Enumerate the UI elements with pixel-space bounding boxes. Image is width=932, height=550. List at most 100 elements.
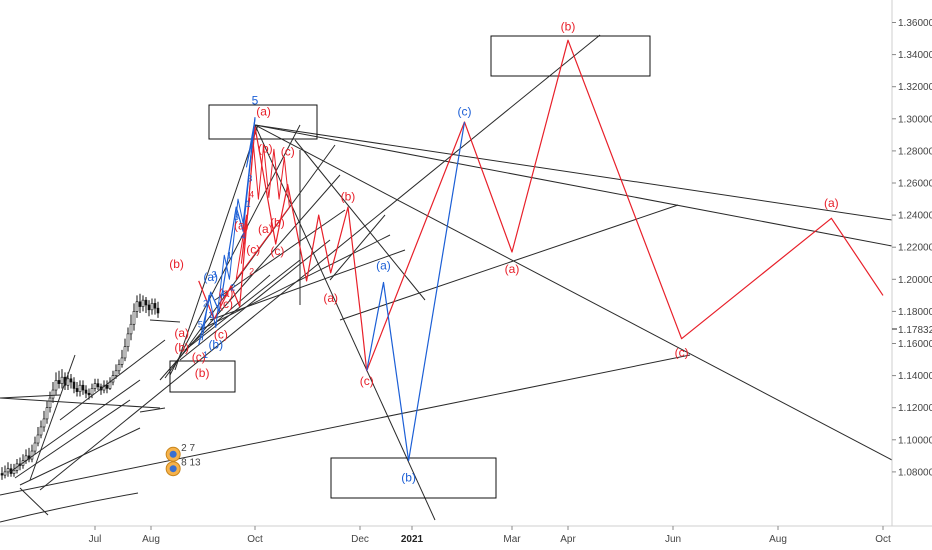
- candle: [132, 311, 136, 325]
- y-tick-label: 1.20000: [898, 275, 932, 286]
- wave-label-small: 3: [234, 212, 239, 222]
- wave-label-small: 4: [241, 231, 246, 241]
- trendline[interactable]: [0, 354, 691, 496]
- y-tick-label: 1.12000: [898, 403, 932, 414]
- wave-label-small: 1: [208, 310, 213, 320]
- wave-label: (a): [203, 270, 218, 284]
- wave-label: (a): [234, 219, 249, 233]
- trendline[interactable]: [339, 204, 679, 321]
- candle: [0, 473, 4, 476]
- x-tick-label: Aug: [769, 534, 787, 545]
- wave-label-small: 2: [203, 299, 208, 309]
- trendlines: [0, 34, 893, 523]
- wave-line[interactable]: [198, 117, 256, 346]
- trendline[interactable]: [179, 239, 331, 361]
- trendline[interactable]: [19, 487, 49, 516]
- y-tick-label: 1.28000: [898, 146, 932, 157]
- trendline[interactable]: [199, 234, 391, 331]
- wave-label-small: 4: [220, 289, 225, 299]
- wave-label: (a): [258, 222, 273, 236]
- curve-line[interactable]: [0, 492, 139, 523]
- trendline[interactable]: [149, 319, 181, 323]
- wave-label-small: 1: [246, 199, 251, 209]
- trendline[interactable]: [0, 394, 61, 399]
- wave-line[interactable]: [235, 142, 290, 280]
- candle: [141, 299, 145, 307]
- trendline[interactable]: [209, 249, 406, 321]
- x-tick-label: Jul: [89, 534, 102, 545]
- trendline[interactable]: [254, 124, 893, 247]
- y-tick-label: 1.18000: [898, 307, 932, 318]
- wave-line[interactable]: [198, 39, 884, 372]
- trendline[interactable]: [29, 354, 76, 481]
- trendline[interactable]: [254, 124, 893, 461]
- trendline[interactable]: [169, 124, 301, 376]
- trendline[interactable]: [329, 214, 386, 281]
- candlestick-series: [0, 293, 160, 480]
- y-tick-label: 1.16000: [898, 339, 932, 350]
- y-tick-label: 1.14000: [898, 371, 932, 382]
- wave-label: (a): [219, 286, 234, 300]
- y-tick-label: 1.30000: [898, 114, 932, 125]
- wave-label: (c): [360, 374, 374, 388]
- target-box[interactable]: [330, 457, 497, 499]
- y-axis: 1.36000 1.34000 1.32000 1.30000 1.28000 1.260…: [892, 18, 932, 478]
- event-icon[interactable]: 2 7: [165, 443, 196, 462]
- trendline[interactable]: [0, 397, 161, 409]
- candle: [96, 383, 100, 388]
- candle: [129, 323, 133, 335]
- trendline[interactable]: [14, 399, 131, 479]
- trendline[interactable]: [19, 427, 141, 486]
- trendline[interactable]: [254, 124, 893, 221]
- wave-label-small: 1: [203, 350, 208, 360]
- trendline[interactable]: [59, 339, 166, 421]
- trendline[interactable]: [174, 124, 259, 371]
- candle: [156, 307, 160, 314]
- wave-label: (b): [401, 471, 416, 485]
- trendline[interactable]: [9, 379, 141, 473]
- flag-icon: [169, 465, 177, 473]
- wave-label: (c): [675, 345, 689, 359]
- candle: [45, 407, 49, 420]
- candle: [153, 303, 157, 309]
- wave-line[interactable]: [201, 118, 256, 341]
- event-icons: 2 7 8 13: [165, 443, 201, 477]
- plot-area: (b)(a)5(c)(b) (c)(a)(b)(b)(a)(c)(a)(a)(a)…: [0, 20, 893, 523]
- candle: [123, 346, 127, 359]
- trendline[interactable]: [184, 259, 301, 351]
- wave-label: (b): [270, 215, 285, 229]
- candle: [84, 389, 88, 394]
- candle: [150, 303, 154, 311]
- wave-paths: [198, 39, 884, 462]
- y-tick-label: 1.26000: [898, 179, 932, 190]
- candle: [57, 380, 61, 384]
- wave-label-small: 1: [227, 250, 232, 260]
- trendline[interactable]: [39, 34, 601, 491]
- trendline[interactable]: [254, 124, 436, 521]
- x-tick-label: Dec: [351, 534, 369, 545]
- wave-label: (c): [219, 297, 233, 311]
- trendline[interactable]: [164, 144, 336, 379]
- wave-label: (c): [246, 243, 260, 257]
- candle: [39, 426, 43, 436]
- wave-label: 5: [252, 93, 259, 107]
- trendline[interactable]: [139, 407, 166, 413]
- price-marker: 1.17832: [892, 325, 932, 336]
- trendline[interactable]: [294, 139, 426, 301]
- wave-label: (a): [376, 259, 391, 273]
- wave-line[interactable]: [366, 121, 466, 462]
- y-tick-label: 1.24000: [898, 211, 932, 222]
- candle: [54, 380, 58, 391]
- flag-icon: [169, 450, 177, 458]
- target-box[interactable]: [208, 104, 318, 140]
- wave-label: (b): [174, 341, 189, 355]
- wave-label-small: 5: [198, 319, 203, 329]
- x-tick-label: Aug: [142, 534, 160, 545]
- x-tick-label: 2021: [401, 534, 424, 545]
- target-box[interactable]: [169, 360, 236, 393]
- event-icon[interactable]: 8 13: [165, 458, 201, 477]
- target-box[interactable]: [490, 35, 651, 77]
- trendline[interactable]: [214, 209, 346, 301]
